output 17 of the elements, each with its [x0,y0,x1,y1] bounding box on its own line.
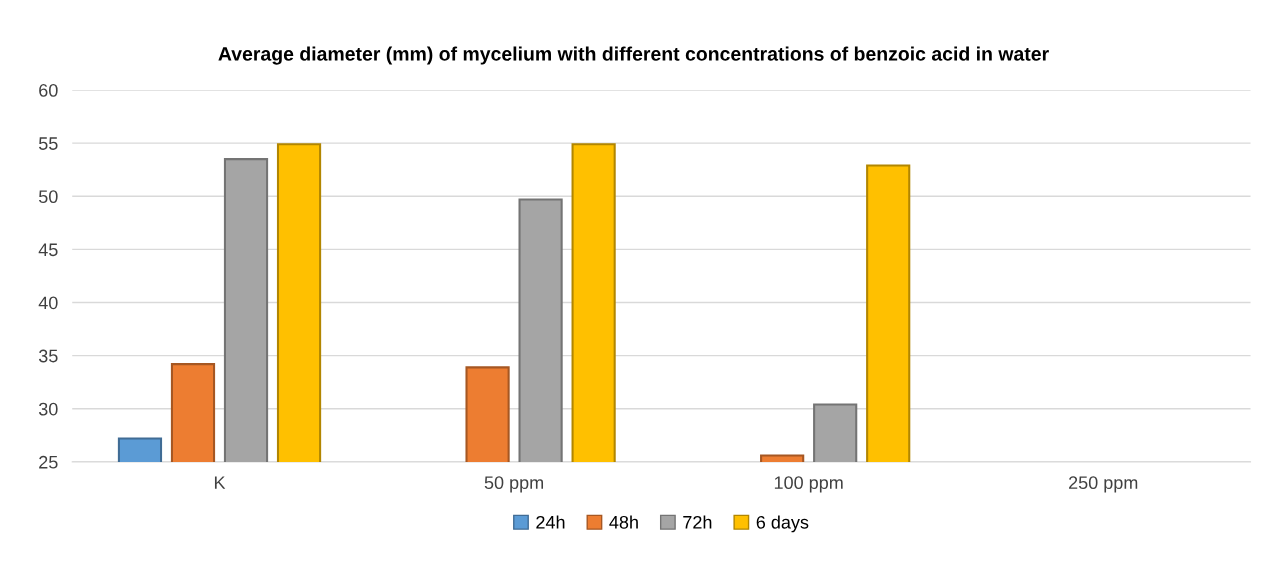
legend-label: 24h [536,515,565,529]
y-tick-label: 60 [39,83,58,97]
y-tick-label: 35 [38,349,58,363]
y-tick-label: 50 [38,190,58,204]
x-tick-label: 250 ppm [1069,476,1138,493]
y-tick-label: 45 [38,243,58,257]
x-tick-label: 50 ppm [484,476,544,493]
y-tick-label: 40 [38,296,58,310]
x-tick-label: K [214,476,226,489]
chart-title: Average diameter (mm) of mycelium with different concentrations of benzoic acid in water [218,46,1049,65]
legend-label: 6 days [756,515,809,533]
y-tick-label: 25 [39,455,58,469]
y-tick-label: 55 [38,137,58,150]
legend-label: 72h [683,515,712,529]
x-tick-label: 100 ppm [774,476,843,493]
y-tick-label: 30 [38,402,58,416]
legend-label: 48h [609,515,638,529]
